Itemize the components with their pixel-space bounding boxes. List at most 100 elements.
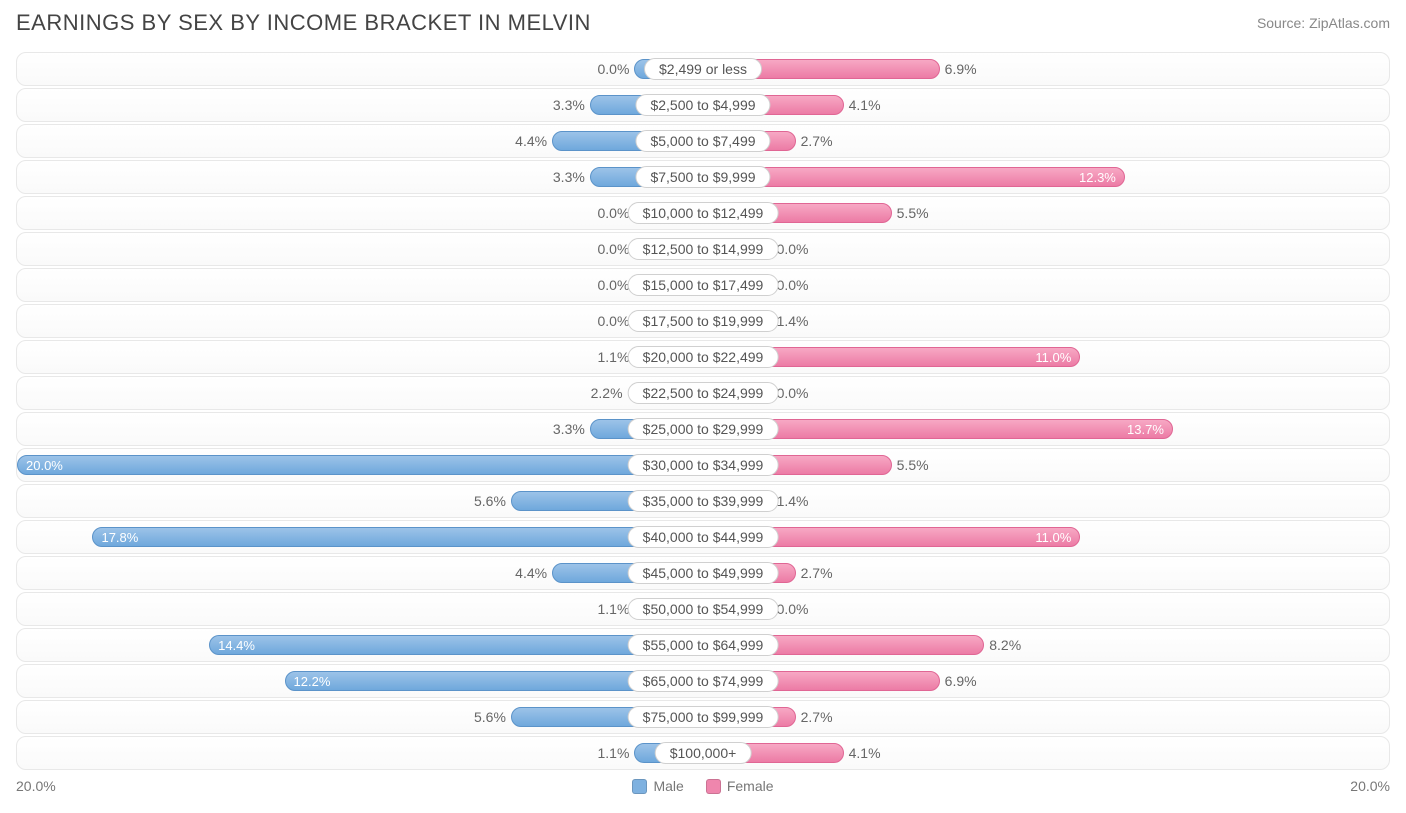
chart-row: 17.8% 11.0% $40,000 to $44,999 (16, 520, 1390, 554)
chart-row: 0.0% 5.5%$10,000 to $12,499 (16, 196, 1390, 230)
bar-value-label: 0.0% (777, 385, 809, 401)
axis-max-left: 20.0% (16, 778, 96, 794)
bracket-label: $75,000 to $99,999 (628, 706, 779, 728)
chart-row: 5.6%2.7%$75,000 to $99,999 (16, 700, 1390, 734)
bar-value-label: 0.0% (597, 313, 629, 329)
bar-value-label: 2.7% (801, 133, 833, 149)
bar-value-label: 4.4% (515, 133, 547, 149)
chart-row: 3.3% 13.7%$25,000 to $29,999 (16, 412, 1390, 446)
bar-value-label: 3.3% (553, 169, 585, 185)
bar-value-label: 5.5% (897, 457, 929, 473)
female-half: 5.5% (703, 449, 1389, 481)
female-half: 2.7% (703, 125, 1389, 157)
bar-value-label: 11.0% (1035, 530, 1071, 545)
female-half: 1.4% (703, 485, 1389, 517)
male-bar: 17.8% (92, 527, 703, 547)
male-half: 1.1% (17, 341, 703, 373)
male-half: 0.0% (17, 305, 703, 337)
male-half: 17.8% (17, 521, 703, 553)
male-half: 1.1% (17, 737, 703, 769)
male-half: 20.0% (17, 449, 703, 481)
bracket-label: $22,500 to $24,999 (628, 382, 779, 404)
chart-row: 0.0% 6.9% $2,499 or less (16, 52, 1390, 86)
bar-value-label: 0.0% (777, 277, 809, 293)
bracket-label: $2,499 or less (644, 58, 762, 80)
male-half: 3.3% (17, 89, 703, 121)
bracket-label: $25,000 to $29,999 (628, 418, 779, 440)
female-half: 11.0% (703, 341, 1389, 373)
bar-value-label: 1.4% (777, 493, 809, 509)
bracket-label: $12,500 to $14,999 (628, 238, 779, 260)
male-half: 3.3% (17, 413, 703, 445)
bracket-label: $10,000 to $12,499 (628, 202, 779, 224)
female-half: 6.9% (703, 53, 1389, 85)
female-half: 0.0% (703, 269, 1389, 301)
bar-value-label: 1.1% (597, 745, 629, 761)
bar-value-label: 12.2% (294, 674, 331, 689)
axis-max-right: 20.0% (1310, 778, 1390, 794)
female-half: 0.0% (703, 233, 1389, 265)
chart-row: 20.0% 5.5% $30,000 to $34,999 (16, 448, 1390, 482)
male-half: 0.0% (17, 269, 703, 301)
male-swatch-icon (632, 779, 647, 794)
female-half: 4.1% (703, 737, 1389, 769)
female-half: 13.7% (703, 413, 1389, 445)
male-bar: 20.0% (17, 455, 703, 475)
chart-header: EARNINGS BY SEX BY INCOME BRACKET IN MEL… (16, 10, 1390, 52)
bracket-label: $20,000 to $22,499 (628, 346, 779, 368)
legend-male-label: Male (653, 778, 683, 794)
legend-item-male: Male (632, 778, 683, 794)
bracket-label: $100,000+ (655, 742, 752, 764)
bracket-label: $5,000 to $7,499 (635, 130, 770, 152)
chart-row: 3.3%12.3%$7,500 to $9,999 (16, 160, 1390, 194)
bar-value-label: 17.8% (101, 530, 138, 545)
male-half: 14.4% (17, 629, 703, 661)
bar-value-label: 0.0% (597, 241, 629, 257)
bar-value-label: 4.1% (849, 97, 881, 113)
bracket-label: $17,500 to $19,999 (628, 310, 779, 332)
chart-title: EARNINGS BY SEX BY INCOME BRACKET IN MEL… (16, 10, 591, 36)
male-half: 1.1% (17, 593, 703, 625)
bar-value-label: 6.9% (945, 673, 977, 689)
chart-row: 4.4% 2.7% $5,000 to $7,499 (16, 124, 1390, 158)
female-swatch-icon (706, 779, 721, 794)
bracket-label: $30,000 to $34,999 (628, 454, 779, 476)
bracket-label: $50,000 to $54,999 (628, 598, 779, 620)
legend-item-female: Female (706, 778, 774, 794)
female-half: 6.9% (703, 665, 1389, 697)
bracket-label: $65,000 to $74,999 (628, 670, 779, 692)
bar-value-label: 3.3% (553, 97, 585, 113)
chart-row: 0.0% 0.0%$15,000 to $17,499 (16, 268, 1390, 302)
chart-footer: 20.0% Male Female 20.0% (16, 772, 1390, 794)
bar-value-label: 0.0% (777, 241, 809, 257)
female-half: 12.3% (703, 161, 1389, 193)
bracket-label: $35,000 to $39,999 (628, 490, 779, 512)
bar-value-label: 1.1% (597, 601, 629, 617)
bar-value-label: 1.1% (597, 349, 629, 365)
female-half: 11.0% (703, 521, 1389, 553)
bar-value-label: 3.3% (553, 421, 585, 437)
bracket-label: $45,000 to $49,999 (628, 562, 779, 584)
female-half: 0.0% (703, 377, 1389, 409)
chart-legend: Male Female (96, 778, 1310, 794)
bar-value-label: 5.6% (474, 709, 506, 725)
chart-row: 1.1% 11.0% $20,000 to $22,499 (16, 340, 1390, 374)
male-half: 0.0% (17, 197, 703, 229)
male-half: 0.0% (17, 53, 703, 85)
bar-value-label: 0.0% (777, 601, 809, 617)
bracket-label: $40,000 to $44,999 (628, 526, 779, 548)
chart-row: 2.2%0.0%$22,500 to $24,999 (16, 376, 1390, 410)
male-half: 4.4% (17, 557, 703, 589)
bracket-label: $15,000 to $17,499 (628, 274, 779, 296)
male-half: 4.4% (17, 125, 703, 157)
female-half: 5.5% (703, 197, 1389, 229)
bar-value-label: 5.6% (474, 493, 506, 509)
bar-value-label: 6.9% (945, 61, 977, 77)
chart-row: 0.0% 0.0%$12,500 to $14,999 (16, 232, 1390, 266)
bar-value-label: 0.0% (597, 277, 629, 293)
bar-value-label: 4.4% (515, 565, 547, 581)
bar-value-label: 0.0% (597, 205, 629, 221)
bar-value-label: 11.0% (1035, 350, 1071, 365)
bracket-label: $55,000 to $64,999 (628, 634, 779, 656)
diverging-bar-chart: 0.0%6.9%$2,499 or less3.3%4.1%$2,500 to … (16, 52, 1390, 770)
